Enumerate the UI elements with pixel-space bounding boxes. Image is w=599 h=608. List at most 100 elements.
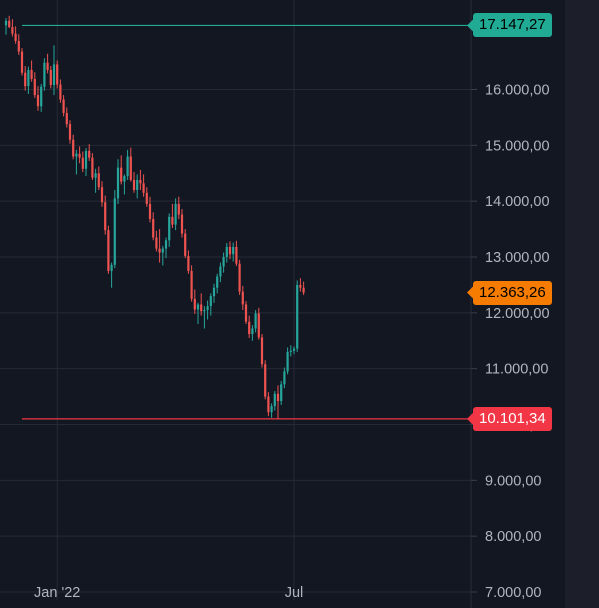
- candle-body: [126, 156, 129, 177]
- candle-body: [203, 310, 206, 312]
- candle-body: [62, 99, 65, 113]
- candle: [145, 187, 148, 207]
- candle-body: [164, 240, 168, 249]
- candle: [36, 86, 40, 111]
- candle: [107, 225, 110, 274]
- candle-body: [187, 255, 190, 271]
- candle-body: [59, 84, 62, 100]
- candle: [113, 190, 116, 269]
- candle-body: [72, 139, 75, 157]
- candle: [46, 53, 49, 74]
- candle-body: [81, 157, 84, 169]
- candle-body: [280, 384, 283, 402]
- candle-body: [161, 248, 164, 253]
- candle-body: [65, 112, 68, 125]
- badge-pointer: [467, 286, 473, 299]
- candle: [222, 252, 225, 273]
- candle-body: [142, 183, 145, 193]
- badge-pointer: [467, 412, 473, 425]
- candle-body: [4, 20, 8, 26]
- candle-body: [120, 167, 123, 182]
- candle: [302, 281, 305, 295]
- candle-body: [212, 287, 216, 297]
- candle: [20, 48, 24, 76]
- candle: [142, 174, 145, 197]
- time-axis: Jan '22 Jul: [34, 585, 303, 601]
- candle-body: [104, 202, 107, 231]
- candle: [155, 230, 158, 252]
- candle-body: [219, 266, 222, 277]
- price-axis-scrollbar[interactable]: [565, 0, 599, 608]
- candle: [4, 18, 8, 35]
- candle: [136, 174, 139, 199]
- x-tick-label: Jan '22: [34, 585, 80, 601]
- candle-body: [273, 393, 276, 407]
- candle-body: [248, 321, 251, 335]
- candle: [97, 166, 100, 190]
- candle: [14, 26, 17, 44]
- candle-body: [270, 406, 273, 413]
- candle: [209, 293, 212, 316]
- candle-body: [33, 78, 36, 96]
- candle: [139, 169, 142, 190]
- candle-body: [200, 304, 203, 312]
- y-tick-label: 14.000,00: [485, 194, 550, 210]
- candle: [17, 34, 20, 55]
- candle-body: [20, 51, 24, 73]
- candle-body: [228, 246, 232, 255]
- candles: [4, 15, 305, 419]
- candle: [241, 286, 244, 311]
- candle-body: [232, 246, 235, 255]
- candle: [216, 273, 219, 294]
- candle: [190, 265, 193, 302]
- candle-body: [40, 86, 43, 107]
- candle: [254, 310, 257, 333]
- candle-body: [251, 328, 254, 335]
- candle-body: [30, 69, 33, 79]
- candle-body: [209, 296, 212, 307]
- candle-body: [24, 72, 27, 87]
- candle: [56, 60, 59, 89]
- candle: [104, 195, 107, 235]
- candle: [11, 19, 14, 37]
- candle-body: [216, 276, 219, 288]
- y-tick-label: 9.000,00: [485, 473, 541, 489]
- y-tick-label: 12.000,00: [485, 306, 550, 322]
- candle-body: [113, 198, 116, 265]
- upper-level-badge: 17.147,27: [473, 13, 552, 38]
- candle-body: [283, 371, 286, 385]
- candle: [123, 174, 126, 195]
- y-tick-label: 7.000,00: [485, 585, 541, 601]
- candle-body: [152, 219, 155, 238]
- candle-body: [84, 150, 88, 169]
- candle: [27, 66, 30, 94]
- candle-body: [36, 95, 40, 107]
- candle: [270, 403, 273, 418]
- candle: [40, 83, 43, 112]
- candle-body: [139, 179, 142, 184]
- candle: [30, 60, 33, 82]
- candle: [299, 278, 302, 292]
- y-tick-label: 8.000,00: [485, 529, 541, 545]
- candle: [94, 168, 97, 193]
- candle: [184, 229, 187, 259]
- candle: [129, 147, 132, 182]
- candle: [264, 360, 267, 400]
- candle-body: [148, 203, 152, 220]
- candle-body: [168, 216, 171, 241]
- candle: [132, 172, 136, 193]
- candle: [235, 240, 238, 266]
- candle: [120, 155, 123, 185]
- candle: [292, 346, 296, 355]
- candle: [180, 208, 184, 238]
- candle: [75, 149, 78, 175]
- candle-body: [238, 263, 241, 292]
- candle-body: [132, 179, 136, 190]
- candle-body: [267, 396, 270, 413]
- candle-body: [184, 233, 187, 256]
- candle: [273, 391, 276, 411]
- candle-body: [107, 230, 110, 271]
- candle: [88, 144, 91, 161]
